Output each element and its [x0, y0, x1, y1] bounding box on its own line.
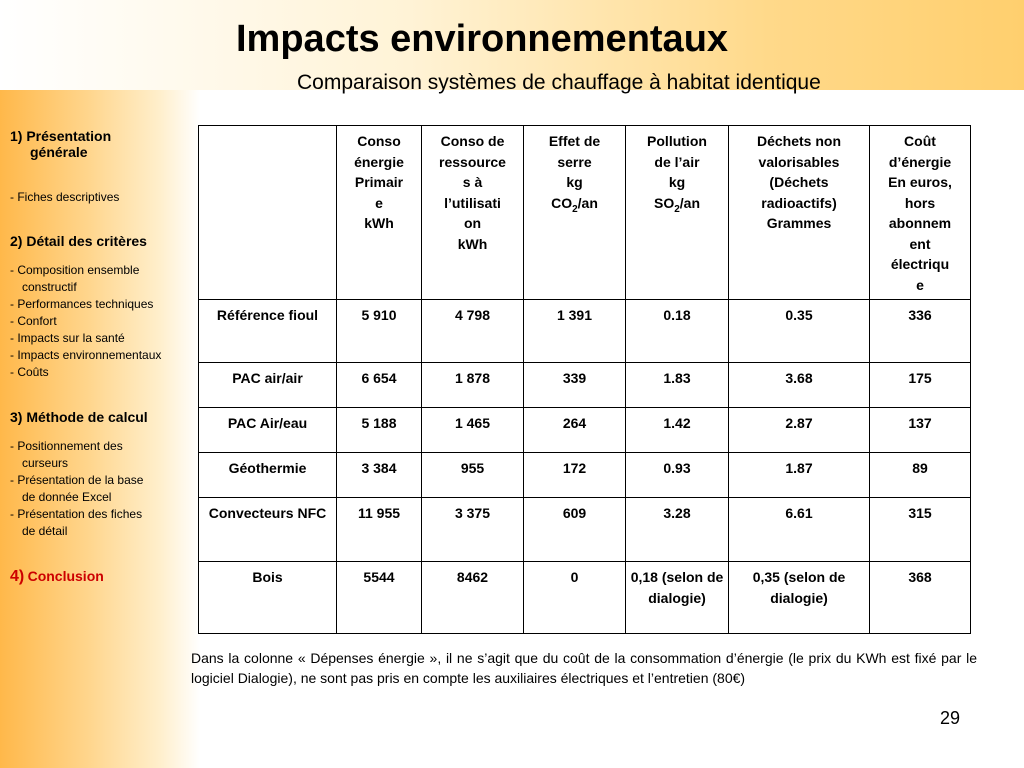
table-cell: 0.93: [625, 452, 729, 498]
table-cell: 3 375: [421, 497, 524, 562]
sidebar-item-positionnement[interactable]: - Positionnement des: [10, 439, 123, 453]
table-cell: 175: [869, 362, 971, 408]
table-header-cell: Pollution de l’air kg SO2/an: [625, 125, 729, 300]
row-label-cell: Convecteurs NFC: [198, 497, 337, 562]
table-header-cell: Coût d’énergie En euros, hors abonnem ent élec…: [869, 125, 971, 300]
sidebar-item-positionnement-cont[interactable]: curseurs: [22, 456, 69, 470]
sidebar-item-base[interactable]: - Présentation de la base: [10, 473, 144, 487]
conclusion-label: Conclusion: [27, 568, 104, 584]
table-row: Convecteurs NFC 11 955 3 375 609 3.28 6.61 315: [198, 497, 971, 562]
table-row: PAC air/air 6 654 1 878 339 1.83 3.68 175: [198, 362, 971, 408]
table-cell: 264: [523, 407, 626, 453]
table-header-cell: Conso de ressource s à l’utilisati on kWh: [421, 125, 524, 300]
page-number: 29: [940, 708, 961, 728]
sidebar-item-fiches[interactable]: - Fiches descriptives: [10, 190, 120, 204]
row-label-cell: Référence fioul: [198, 299, 337, 363]
sidebar-section-presentation[interactable]: 1) Présentation générale: [10, 128, 200, 160]
table-row: PAC Air/eau 5 188 1 465 264 1.42 2.87 137: [198, 407, 971, 453]
sidebar-item-fiches-detail-cont[interactable]: de détail: [22, 524, 68, 538]
page-title: Impacts environnementaux: [236, 18, 729, 60]
table-cell: 6 654: [336, 362, 422, 408]
row-label-cell: Géothermie: [198, 452, 337, 498]
table-header-cell: Déchets non valorisables (Déchets radioacti…: [728, 125, 870, 300]
conclusion-number: 4): [10, 568, 25, 585]
row-label-cell: PAC Air/eau: [198, 407, 337, 453]
table-cell: 315: [869, 497, 971, 562]
sidebar-section-conclusion[interactable]: 4) Conclusion: [10, 568, 200, 586]
table-cell: 1.83: [625, 362, 729, 408]
table-cell: 5544: [336, 561, 422, 634]
table-cell: 3.28: [625, 497, 729, 562]
table-cell: 137: [869, 407, 971, 453]
table-row: Bois 5544 8462 0 0,18 (selon de dialogie) 0,3…: [198, 561, 971, 634]
table-cell: 0,18 (selon de dialogie): [625, 561, 729, 634]
sidebar-item-confort[interactable]: - Confort: [10, 314, 57, 328]
table-header-empty: [198, 125, 337, 300]
row-label-cell: PAC air/air: [198, 362, 337, 408]
table-header-row: Conso énergie Primair e kWh Conso de ressourc…: [198, 125, 971, 300]
table-cell: 1 391: [523, 299, 626, 363]
sidebar-nav: 1) Présentation générale - Fiches descri…: [10, 128, 200, 586]
table-cell: 1 465: [421, 407, 524, 453]
table-cell: 1.42: [625, 407, 729, 453]
table-cell: 5 910: [336, 299, 422, 363]
table-cell: 89: [869, 452, 971, 498]
table-cell: 5 188: [336, 407, 422, 453]
table-cell: 11 955: [336, 497, 422, 562]
footnote: Dans la colonne « Dépenses énergie », il…: [191, 650, 977, 686]
table-row: Géothermie 3 384 955 172 0.93 1.87 89: [198, 452, 971, 498]
sidebar-item-fiches-detail[interactable]: - Présentation des fiches: [10, 507, 143, 521]
page-subtitle: Comparaison systèmes de chauffage à habi…: [297, 71, 821, 94]
table-cell: 6.61: [728, 497, 870, 562]
table-cell: 368: [869, 561, 971, 634]
table-cell: 3.68: [728, 362, 870, 408]
table-cell: 955: [421, 452, 524, 498]
table-body: Référence fioul 5 910 4 798 1 391 0.18 0.35 33…: [198, 299, 971, 634]
sidebar-item-environnement[interactable]: - Impacts environnementaux: [10, 348, 162, 362]
table-cell: 2.87: [728, 407, 870, 453]
sidebar-item-sante[interactable]: - Impacts sur la santé: [10, 331, 125, 345]
sidebar-item-base-cont[interactable]: de donnée Excel: [22, 490, 112, 504]
table-row: Référence fioul 5 910 4 798 1 391 0.18 0.35 33…: [198, 299, 971, 363]
table-cell: 0: [523, 561, 626, 634]
table-cell: 4 798: [421, 299, 524, 363]
table-header-cell: Effet de serre kg CO2/an: [523, 125, 626, 300]
table-cell: 1.87: [728, 452, 870, 498]
table-cell: 172: [523, 452, 626, 498]
table-cell: 3 384: [336, 452, 422, 498]
comparison-table: Conso énergie Primair e kWh Conso de ressourc…: [198, 125, 971, 634]
table-cell: 0,35 (selon de dialogie): [728, 561, 870, 634]
sidebar-item-composition-cont[interactable]: constructif: [22, 280, 77, 294]
header-background: [0, 0, 1024, 90]
sidebar-background: [0, 90, 200, 768]
table-header-cell: Conso énergie Primair e kWh: [336, 125, 422, 300]
table-cell: 339: [523, 362, 626, 408]
sidebar-section-methode[interactable]: 3) Méthode de calcul: [10, 409, 148, 425]
table-cell: 336: [869, 299, 971, 363]
sidebar-item-composition[interactable]: - Composition ensemble: [10, 263, 140, 277]
sidebar-section-label: 1) Présentation: [10, 128, 112, 144]
sidebar-section-criteres[interactable]: 2) Détail des critères: [10, 233, 147, 249]
table-cell: 0.35: [728, 299, 870, 363]
table-cell: 8462: [421, 561, 524, 634]
sidebar-item-couts[interactable]: - Coûts: [10, 365, 49, 379]
table-cell: 609: [523, 497, 626, 562]
sidebar-section-label-cont: générale: [30, 144, 88, 160]
table-cell: 1 878: [421, 362, 524, 408]
table-cell: 0.18: [625, 299, 729, 363]
row-label-cell: Bois: [198, 561, 337, 634]
sidebar-item-performances[interactable]: - Performances techniques: [10, 297, 154, 311]
